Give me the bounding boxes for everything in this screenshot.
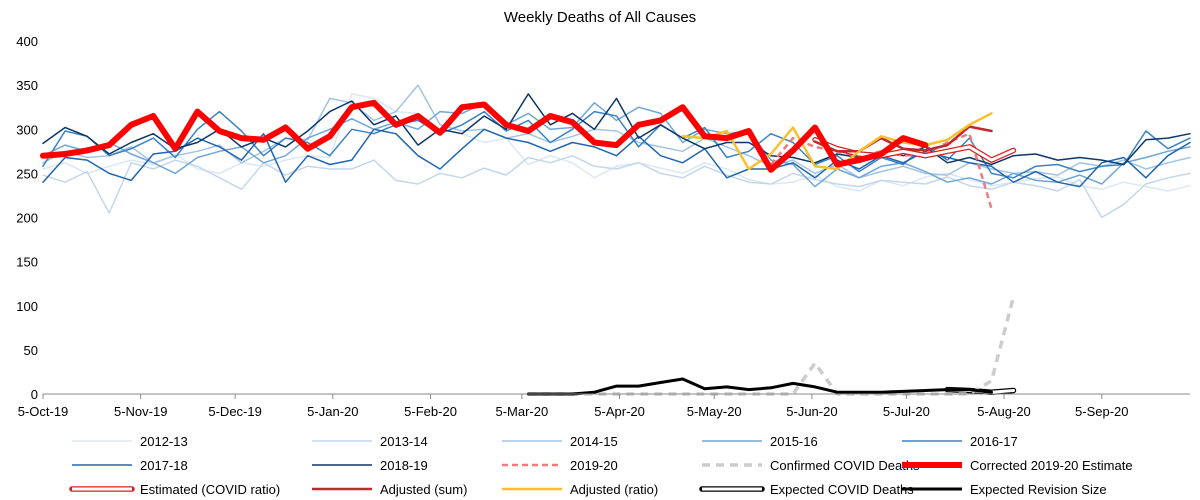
- x-tick-label: 5-Sep-20: [1075, 404, 1128, 419]
- x-tick-label: 5-Apr-20: [594, 404, 645, 419]
- y-tick-label: 350: [16, 78, 38, 93]
- series-line: [42, 154, 1191, 219]
- x-axis-ticks: 5-Oct-19 5-Nov-19 5-Dec-19 5-Jan-20 5-Feb-20…: [18, 394, 1129, 419]
- y-tick-label: 0: [31, 387, 38, 402]
- series-line: [813, 125, 993, 153]
- series-line: [42, 102, 1191, 188]
- y-tick-label: 200: [16, 211, 38, 226]
- series-line: [42, 93, 1191, 166]
- series-line: [526, 377, 993, 396]
- chart-title: Weekly Deaths of All Causes: [504, 9, 696, 26]
- y-tick-label: 100: [16, 299, 38, 314]
- series-2012-13: [42, 93, 1191, 192]
- legend-label: Expected Revision Size: [970, 482, 1107, 497]
- y-axis-ticks: 0 50 100 150 200 250 300 350 400: [16, 34, 38, 402]
- legend-item: Confirmed COVID Deaths: [702, 458, 920, 473]
- x-tick-label: 5-May-20: [687, 404, 742, 419]
- series-adjusted-sum-: [813, 125, 993, 153]
- legend-item: Adjusted (ratio): [502, 482, 658, 497]
- x-tick-label: 5-Jan-20: [307, 404, 358, 419]
- x-tick-label: 5-Jul-20: [883, 404, 930, 419]
- legend-label: 2017-18: [140, 458, 188, 473]
- legend: 2012-13 2013-14 2014-15 2015-16 2016-17 2017-…: [69, 434, 1133, 497]
- y-tick-label: 150: [16, 255, 38, 270]
- legend-label: 2016-17: [970, 434, 1018, 449]
- legend-item: Expected Revision Size: [902, 482, 1107, 497]
- series-adjusted-ratio-: [681, 112, 993, 171]
- series-2016-17: [42, 110, 1191, 179]
- legend-item: 2017-18: [72, 458, 188, 473]
- legend-item: 2016-17: [902, 434, 1018, 449]
- x-tick-label: 5-Jun-20: [786, 404, 837, 419]
- y-tick-label: 300: [16, 122, 38, 137]
- legend-item: 2012-13: [72, 434, 188, 449]
- x-tick-label: 5-Oct-19: [18, 404, 69, 419]
- legend-label: 2015-16: [770, 434, 818, 449]
- series-2017-18: [42, 128, 1191, 188]
- series-2015-16: [42, 102, 1191, 188]
- series-line: [681, 112, 993, 171]
- legend-label: Adjusted (ratio): [570, 482, 658, 497]
- legend-label: Estimated (COVID ratio): [140, 482, 280, 497]
- series-corrected-2019-20-estimate: [40, 99, 929, 173]
- legend-label: Confirmed COVID Deaths: [770, 458, 920, 473]
- legend-item: Adjusted (sum): [312, 482, 467, 497]
- legend-label: 2014-15: [570, 434, 618, 449]
- legend-item: 2013-14: [312, 434, 428, 449]
- x-tick-label: 5-Mar-20: [495, 404, 548, 419]
- legend-label: 2013-14: [380, 434, 428, 449]
- series-line: [40, 99, 929, 173]
- legend-item: Expected COVID Deaths: [699, 482, 914, 497]
- legend-item: Corrected 2019-20 Estimate: [902, 458, 1133, 473]
- series-line: [42, 93, 1191, 192]
- series-line: [42, 84, 1191, 179]
- legend-label: Expected COVID Deaths: [770, 482, 914, 497]
- series-2018-19: [42, 93, 1191, 166]
- y-tick-label: 250: [16, 166, 38, 181]
- y-tick-label: 50: [24, 343, 38, 358]
- legend-item: 2014-15: [502, 434, 618, 449]
- legend-label: Corrected 2019-20 Estimate: [970, 458, 1133, 473]
- series-line: [42, 128, 1191, 188]
- series-confirmed-covid-deaths: [526, 377, 993, 396]
- x-tick-label: 5-Dec-19: [208, 404, 261, 419]
- legend-item: 2019-20: [502, 458, 618, 473]
- y-tick-label: 400: [16, 34, 38, 49]
- series-line: [528, 296, 1016, 396]
- legend-item: 2018-19: [312, 458, 428, 473]
- series-line: [42, 110, 1191, 179]
- x-tick-label: 5-Nov-19: [114, 404, 167, 419]
- legend-label: 2018-19: [380, 458, 428, 473]
- x-tick-label: 5-Feb-20: [404, 404, 457, 419]
- series-2013-14: [42, 154, 1191, 219]
- legend-item: Estimated (COVID ratio): [69, 482, 280, 497]
- series-layer: [40, 84, 1191, 396]
- legend-item: 2015-16: [702, 434, 818, 449]
- legend-label: Adjusted (sum): [380, 482, 467, 497]
- legend-label: 2012-13: [140, 434, 188, 449]
- series-2014-15: [42, 84, 1191, 179]
- series-expected-revision-size: [528, 296, 1016, 396]
- x-tick-label: 5-Aug-20: [977, 404, 1030, 419]
- legend-label: 2019-20: [570, 458, 618, 473]
